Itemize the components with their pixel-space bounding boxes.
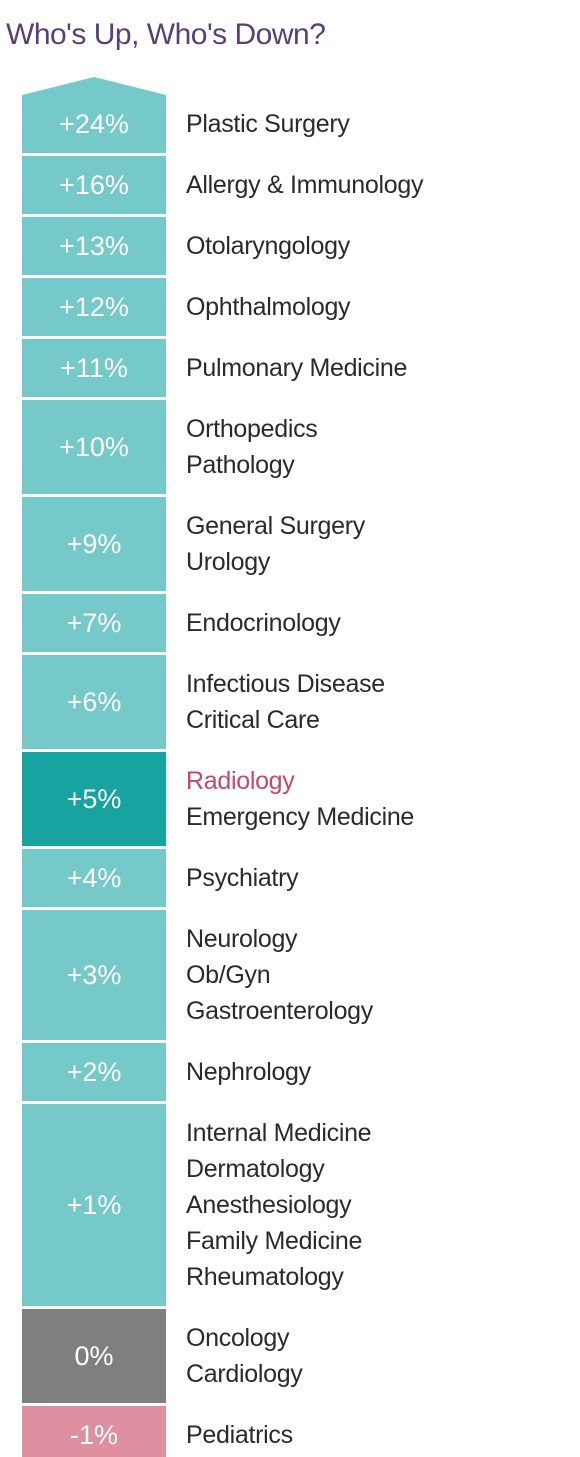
value-label: +1% [67,1190,122,1220]
specialty-name: General Surgery [186,512,365,540]
specialty-name: Rheumatology [186,1263,344,1291]
specialty-name: Pathology [186,451,295,479]
specialty-name: Internal Medicine [186,1119,372,1147]
value-block [22,1406,166,1457]
value-label: +16% [59,170,129,200]
specialty-group: Psychiatry [186,860,299,896]
specialty-group: Ophthalmology [186,289,351,325]
value-block [22,910,166,1040]
specialty-name: Ophthalmology [186,293,351,321]
specialty-group: Orthopedics Pathology [186,411,318,483]
value-block [22,400,166,494]
value-label: +5% [67,784,122,814]
value-label: +6% [67,687,122,717]
value-block [22,339,166,397]
value-block [22,1309,166,1403]
value-label: +11% [60,353,128,383]
value-label: +13% [59,231,129,261]
specialty-name: Ob/Gyn [186,961,271,989]
value-block [22,1104,166,1306]
value-block [22,752,166,846]
specialty-name: Critical Care [186,706,320,734]
specialty-name: Otolaryngology [186,232,350,260]
specialty-name: Oncology [186,1324,290,1352]
specialty-name: Pediatrics [186,1421,293,1449]
specialty-group: Infectious Disease Critical Care [186,666,385,738]
value-label: +9% [67,529,122,559]
specialty-name: Cardiology [186,1360,303,1388]
value-label: +4% [67,863,122,893]
specialty-name: Nephrology [186,1058,311,1086]
value-label: +10% [59,432,129,462]
value-label: +2% [67,1057,122,1087]
value-label: +24% [59,109,129,139]
value-block [22,497,166,591]
value-label: -1% [70,1420,118,1450]
specialty-group: Allergy & Immunology [186,167,423,203]
value-block [22,278,166,336]
specialty-name: Infectious Disease [186,670,385,698]
specialty-group: Radiology Emergency Medicine [186,763,414,835]
specialty-name: Family Medicine [186,1227,363,1255]
specialty-group: Pediatrics [186,1417,293,1453]
specialty-name: Pulmonary Medicine [186,354,408,382]
specialty-group: Otolaryngology [186,228,350,264]
specialty-group: Internal Medicine Dermatology Anesthesiolo… [186,1115,372,1295]
specialty-group: Plastic Surgery [186,106,350,142]
specialty-name: Psychiatry [186,864,299,892]
value-block [22,217,166,275]
specialty-name: Dermatology [186,1155,325,1183]
specialty-name: Plastic Surgery [186,110,350,138]
specialty-name: Anesthesiology [186,1191,352,1219]
specialty-group: General Surgery Urology [186,508,365,580]
value-block [22,849,166,907]
specialty-name: Urology [186,548,271,576]
value-block [22,77,166,153]
value-label: +7% [67,608,122,638]
specialty-name: Emergency Medicine [186,803,415,831]
specialty-name: Orthopedics [186,415,318,443]
value-block [22,594,166,652]
value-label: +12% [59,292,129,322]
specialty-group: Oncology Cardiology [186,1320,303,1392]
value-block [22,1043,166,1101]
value-label: 0% [74,1341,113,1371]
value-label: +3% [67,960,122,990]
value-block [22,655,166,749]
specialty-name: Neurology [186,925,298,953]
specialty-name: Endocrinology [186,609,341,637]
specialty-group: Neurology Ob/Gyn Gastroenterology [186,921,373,1029]
specialty-group: Pulmonary Medicine [186,350,407,386]
value-block [22,156,166,214]
specialty-name: Gastroenterology [186,997,373,1025]
specialty-group: Endocrinology [186,605,341,641]
specialty-group: Nephrology [186,1054,311,1090]
chart-title: Who's Up, Who's Down? [6,18,326,51]
specialty-name: Radiology [186,767,295,795]
specialty-name: Allergy & Immunology [186,171,424,199]
